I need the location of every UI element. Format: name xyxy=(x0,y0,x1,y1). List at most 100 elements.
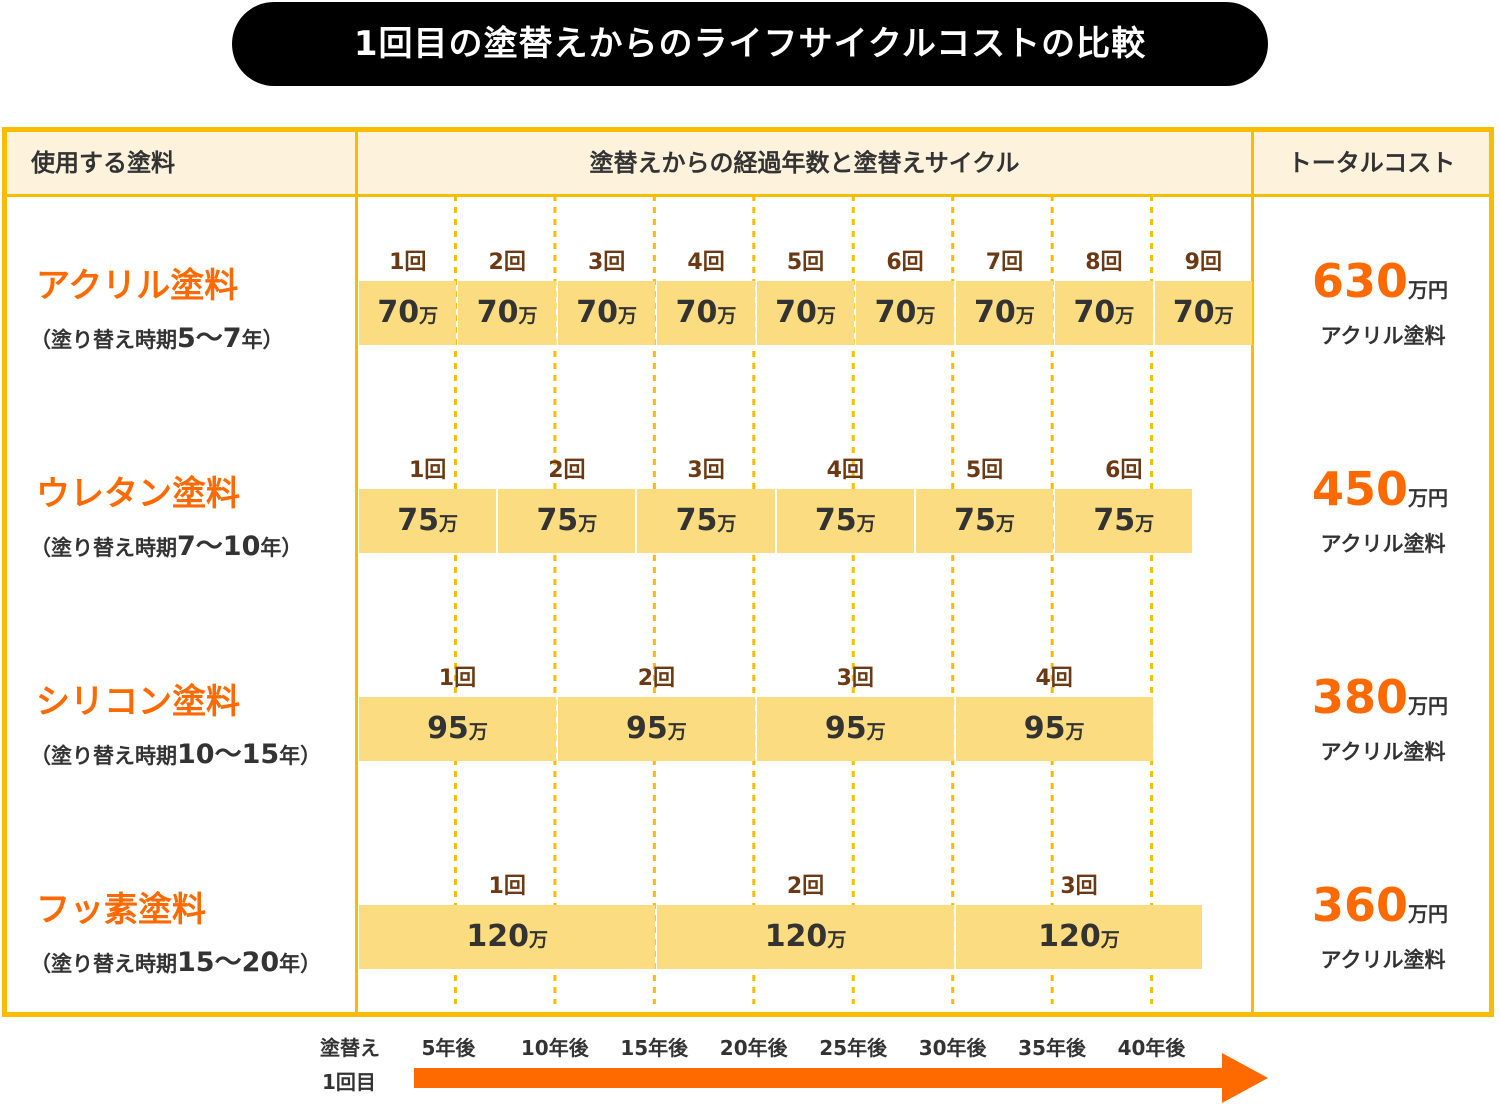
cost-unit: 万 xyxy=(1214,305,1234,327)
cost-value: 75 xyxy=(536,503,579,538)
total-caption: アクリル塗料 xyxy=(1320,948,1446,972)
paint-period: （塗り替え時期15〜20年） xyxy=(30,940,321,979)
cost-value: 70 xyxy=(775,295,817,330)
paint-period: （塗り替え時期10〜15年） xyxy=(30,732,321,771)
cost-unit: 万 xyxy=(816,305,836,327)
cycle-label: 4回 xyxy=(687,250,725,275)
cost-box: 95万 xyxy=(756,697,954,761)
paint-period: （塗り替え時期7〜10年） xyxy=(30,524,302,563)
cycle-label: 3回 xyxy=(1060,874,1098,899)
page-title: 1回目の塗替えからのライフサイクルコストの比較 xyxy=(232,2,1268,86)
cost-value: 70 xyxy=(1073,295,1116,330)
table-header xyxy=(7,132,1489,197)
cost-unit: 万 xyxy=(419,305,439,327)
axis-tick-label: 35年後 xyxy=(1018,1036,1086,1060)
cycle-label: 6回 xyxy=(886,250,924,275)
cost-box: 70万 xyxy=(1055,281,1153,345)
cost-value: 95 xyxy=(1023,711,1066,746)
cost-unit: 万 xyxy=(717,513,737,535)
cost-unit: 万 xyxy=(667,721,687,743)
cost-unit: 万 xyxy=(827,929,847,951)
cost-box: 75万 xyxy=(498,489,636,553)
period-open: （塗り替え時期 xyxy=(30,744,177,768)
axis-start-label-2: 1回目 xyxy=(322,1070,376,1094)
cost-unit: 万 xyxy=(717,305,737,327)
cost-value: 95 xyxy=(427,711,469,746)
period-close: 年） xyxy=(279,744,322,768)
cycle-label: 1回 xyxy=(389,250,427,275)
cost-unit: 万 xyxy=(1100,929,1120,951)
cycle-label: 2回 xyxy=(548,458,586,483)
header-paint: 使用する塗料 xyxy=(31,149,175,177)
total-cost-unit: 万円 xyxy=(1408,902,1449,926)
cycle-label: 3回 xyxy=(836,666,874,691)
cost-value: 70 xyxy=(476,295,519,330)
cost-unit: 万 xyxy=(916,305,936,327)
cycle-label: 9回 xyxy=(1184,250,1222,275)
cost-value: 75 xyxy=(1093,503,1136,538)
cost-value: 120 xyxy=(466,919,529,954)
cost-box: 70万 xyxy=(1154,281,1253,345)
cost-unit: 万 xyxy=(866,721,886,743)
axis-tick-label: 40年後 xyxy=(1117,1036,1186,1060)
cost-value: 75 xyxy=(814,503,857,538)
timeline-arrow-bar xyxy=(414,1068,1229,1088)
period-close: 年） xyxy=(260,536,303,560)
cost-unit: 万 xyxy=(856,513,876,535)
comparison-table: 使用する塗料 塗替えからの経過年数と塗替えサイクル トータルコスト xyxy=(2,127,1494,1017)
cost-box: 70万 xyxy=(955,281,1054,345)
cost-box: 95万 xyxy=(359,697,556,761)
cost-box: 120万 xyxy=(955,905,1203,969)
column-divider-left xyxy=(355,132,358,1012)
cost-box: 95万 xyxy=(955,697,1153,761)
paint-name: ウレタン塗料 xyxy=(36,474,240,514)
timeline-arrow-head-icon xyxy=(1222,1053,1268,1103)
cost-unit: 万 xyxy=(1015,305,1035,327)
total-cost: 450万円 xyxy=(1250,462,1500,516)
cost-value: 75 xyxy=(397,503,439,538)
cycle-label: 8回 xyxy=(1085,250,1123,275)
cost-value: 120 xyxy=(1038,919,1101,954)
period-close: 年） xyxy=(241,328,284,352)
cost-value: 70 xyxy=(576,295,618,330)
total-cost-value: 630 xyxy=(1311,254,1409,308)
cost-box: 70万 xyxy=(557,281,656,345)
total-cost-unit: 万円 xyxy=(1408,278,1449,302)
axis-tick-label: 20年後 xyxy=(719,1036,788,1060)
axis-tick-label: 30年後 xyxy=(918,1036,987,1060)
axis-tick-label: 15年後 xyxy=(620,1036,689,1060)
cost-box: 75万 xyxy=(1055,489,1193,553)
cycle-label: 5回 xyxy=(965,458,1004,483)
cycle-label: 6回 xyxy=(1105,458,1143,483)
paint-name: フッ素塗料 xyxy=(36,890,206,930)
cost-value: 95 xyxy=(625,711,668,746)
cost-unit: 万 xyxy=(1135,513,1155,535)
total-caption: アクリル塗料 xyxy=(1320,532,1446,556)
cycle-label: 7回 xyxy=(985,250,1024,275)
cost-box: 95万 xyxy=(557,697,755,761)
header-cycle: 塗替えからの経過年数と塗替えサイクル xyxy=(589,149,1020,177)
cost-value: 70 xyxy=(675,295,718,330)
period-range: 7〜10 xyxy=(177,531,261,562)
paint-name: アクリル塗料 xyxy=(36,266,239,306)
cost-box: 120万 xyxy=(657,905,954,969)
header-total: トータルコスト xyxy=(1287,149,1456,177)
cost-box: 70万 xyxy=(856,281,954,345)
total-cost: 380万円 xyxy=(1250,670,1500,724)
cycle-label: 2回 xyxy=(637,666,675,691)
cost-unit: 万 xyxy=(468,721,488,743)
cost-unit: 万 xyxy=(528,929,548,951)
cycle-label: 2回 xyxy=(488,250,526,275)
cost-unit: 万 xyxy=(617,305,637,327)
cycle-label: 4回 xyxy=(1035,666,1073,691)
cycle-label: 1回 xyxy=(408,458,447,483)
column-divider-right xyxy=(1251,132,1254,1012)
paint-period: （塗り替え時期5〜7年） xyxy=(30,316,284,355)
total-cost-value: 380 xyxy=(1311,670,1409,724)
cost-unit: 万 xyxy=(1115,305,1135,327)
total-caption: アクリル塗料 xyxy=(1320,324,1446,348)
cost-value: 70 xyxy=(1172,295,1215,330)
cycle-label: 3回 xyxy=(587,250,626,275)
total-cost-unit: 万円 xyxy=(1408,694,1449,718)
period-range: 5〜7 xyxy=(177,323,242,354)
